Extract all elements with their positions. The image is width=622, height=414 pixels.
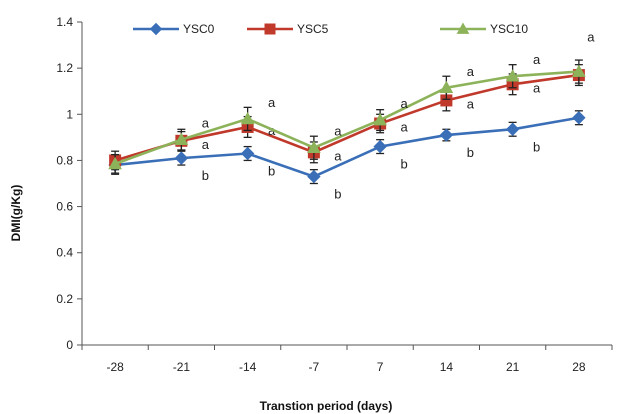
data-point (572, 64, 586, 77)
data-point (505, 122, 520, 136)
significance-letter: a (268, 95, 276, 110)
significance-letter: a (533, 80, 541, 95)
significance-letter: a (202, 137, 210, 152)
legend-label: YSC10 (490, 22, 528, 36)
data-point (174, 151, 189, 165)
data-point (505, 69, 520, 82)
significance-letter: a (533, 52, 541, 67)
significance-letter: a (587, 30, 595, 45)
legend-label: YSC5 (297, 22, 329, 36)
series-line (114, 70, 579, 166)
significance-letter: b (268, 164, 275, 179)
y-tick-label: 1.4 (56, 15, 73, 29)
significance-letter: a (334, 124, 342, 139)
x-axis-label: Transtion period (days) (260, 399, 393, 413)
y-tick-label: 0.6 (56, 200, 73, 214)
data-point (174, 132, 189, 145)
legend-item-YSC10: YSC10 (440, 22, 528, 36)
series-line (114, 73, 580, 162)
significance-letter: a (202, 116, 210, 131)
data-point (572, 111, 586, 125)
significance-letter: a (334, 148, 342, 163)
data-point (439, 80, 454, 94)
significance-letter: a (467, 64, 475, 79)
legend-item-YSC5: YSC5 (247, 22, 329, 36)
y-tick-label: 0.2 (56, 292, 73, 306)
y-tick-label: 1.2 (56, 61, 73, 75)
data-point (373, 139, 387, 154)
data-point (108, 156, 122, 170)
data-point (373, 113, 387, 126)
data-point (240, 111, 255, 125)
x-tick-label: -7 (309, 360, 320, 374)
data-point (264, 23, 276, 35)
x-tick-label: 7 (377, 360, 384, 374)
data-point (307, 169, 321, 184)
data-point (307, 140, 321, 154)
y-tick-label: 1 (66, 107, 73, 121)
x-tick-label: -21 (173, 360, 191, 374)
data-point (240, 146, 255, 161)
series-line (114, 116, 580, 178)
data-point (149, 22, 163, 36)
y-tick-label: 0 (66, 338, 73, 352)
y-tick-label: 0.8 (56, 153, 73, 167)
significance-letter: b (401, 157, 408, 172)
legend-item-YSC0: YSC0 (133, 22, 215, 36)
significance-letter: b (202, 168, 209, 183)
series-YSC0: b b b b b b (108, 110, 586, 202)
significance-letter: b (533, 139, 540, 154)
significance-letter: a (401, 96, 409, 111)
x-tick-label: -28 (106, 360, 124, 374)
legend-label: YSC0 (183, 22, 215, 36)
significance-letter: a (467, 96, 475, 111)
x-tick-label: -14 (239, 360, 257, 374)
data-point (456, 22, 470, 34)
significance-letter: b (334, 187, 341, 202)
significance-letter: a (401, 120, 409, 135)
x-tick-label: 14 (440, 360, 454, 374)
axes: 0 0.2 0.4 0.6 0.8 1 1.2 1.4 -28 -21 -14 -7 7 14 21 28 (56, 15, 613, 374)
y-axis-label: DMI(g/Kg) (9, 185, 23, 242)
data-point (439, 128, 454, 142)
y-tick-label: 0.4 (56, 246, 73, 260)
x-tick-label: 28 (572, 360, 586, 374)
legend: YSC0 YSC5 YSC10 (133, 22, 528, 36)
x-tick-label: 21 (506, 360, 520, 374)
significance-letter: b (467, 145, 474, 160)
